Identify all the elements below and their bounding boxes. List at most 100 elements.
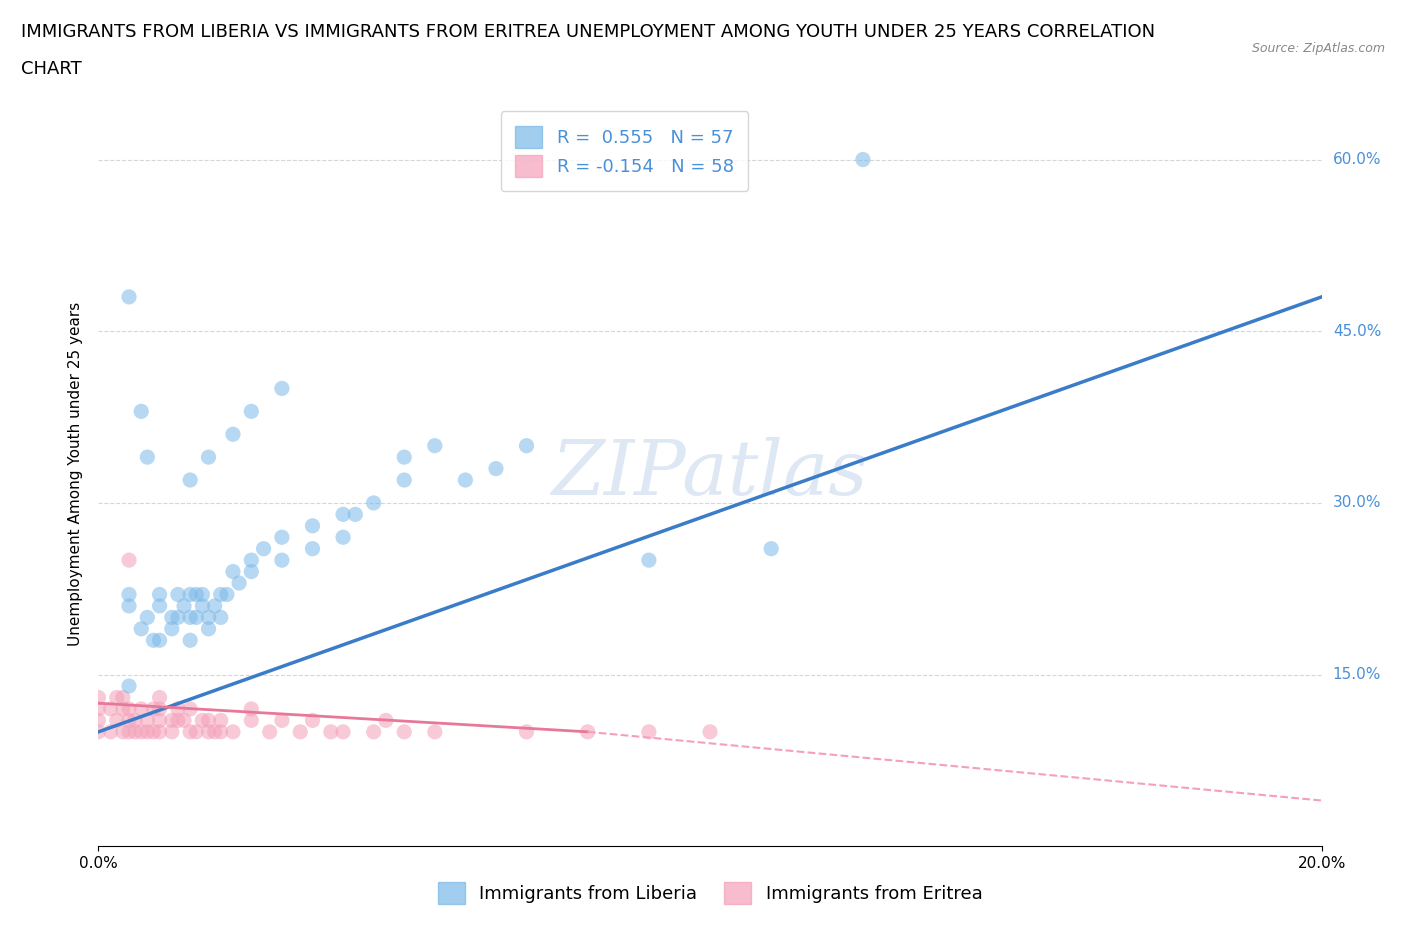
Point	[228, 576, 250, 591]
Point	[852, 153, 875, 167]
Point	[209, 610, 232, 625]
Point	[149, 587, 172, 602]
Y-axis label: Unemployment Among Youth under 25 years: Unemployment Among Youth under 25 years	[67, 302, 83, 646]
Point	[179, 701, 201, 716]
Point	[124, 724, 146, 739]
Point	[270, 713, 292, 728]
Text: Source: ZipAtlas.com: Source: ZipAtlas.com	[1251, 42, 1385, 55]
Point	[301, 541, 323, 556]
Point	[100, 724, 122, 739]
Point	[332, 507, 354, 522]
Text: CHART: CHART	[21, 60, 82, 78]
Point	[759, 541, 782, 556]
Point	[118, 679, 141, 694]
Point	[160, 724, 183, 739]
Point	[136, 610, 159, 625]
Point	[191, 713, 214, 728]
Point	[576, 724, 599, 739]
Point	[301, 713, 323, 728]
Point	[111, 724, 134, 739]
Point	[209, 587, 232, 602]
Point	[240, 565, 263, 579]
Point	[186, 610, 208, 625]
Point	[204, 599, 226, 614]
Point	[392, 450, 416, 465]
Point	[290, 724, 312, 739]
Point	[111, 701, 134, 716]
Point	[209, 713, 232, 728]
Point	[240, 701, 263, 716]
Point	[191, 587, 214, 602]
Point	[136, 724, 159, 739]
Point	[197, 610, 219, 625]
Point	[197, 621, 219, 636]
Text: 60.0%: 60.0%	[1333, 152, 1381, 167]
Point	[124, 713, 146, 728]
Point	[149, 713, 172, 728]
Point	[179, 610, 201, 625]
Point	[118, 724, 141, 739]
Point	[516, 438, 538, 453]
Point	[160, 621, 183, 636]
Point	[142, 701, 165, 716]
Point	[270, 381, 292, 396]
Point	[173, 713, 195, 728]
Point	[392, 724, 416, 739]
Point	[222, 427, 245, 442]
Point	[179, 472, 201, 487]
Point	[149, 724, 172, 739]
Point	[129, 701, 152, 716]
Point	[240, 404, 263, 418]
Point	[160, 610, 183, 625]
Point	[118, 587, 141, 602]
Point	[129, 724, 152, 739]
Point	[87, 701, 110, 716]
Text: ZIPatlas: ZIPatlas	[551, 437, 869, 512]
Point	[142, 632, 165, 647]
Point	[111, 690, 134, 705]
Point	[87, 724, 110, 739]
Point	[699, 724, 721, 739]
Point	[374, 713, 396, 728]
Point	[197, 713, 219, 728]
Point	[118, 289, 141, 304]
Point	[149, 701, 172, 716]
Point	[105, 690, 128, 705]
Point	[149, 690, 172, 705]
Text: IMMIGRANTS FROM LIBERIA VS IMMIGRANTS FROM ERITREA UNEMPLOYMENT AMONG YOUTH UNDE: IMMIGRANTS FROM LIBERIA VS IMMIGRANTS FR…	[21, 23, 1156, 41]
Point	[516, 724, 538, 739]
Point	[149, 599, 172, 614]
Point	[485, 461, 508, 476]
Point	[105, 713, 128, 728]
Point	[186, 724, 208, 739]
Point	[167, 701, 190, 716]
Point	[129, 621, 152, 636]
Point	[270, 552, 292, 567]
Point	[118, 701, 141, 716]
Point	[240, 552, 263, 567]
Point	[160, 713, 183, 728]
Point	[197, 450, 219, 465]
Point	[204, 724, 226, 739]
Point	[423, 438, 446, 453]
Point	[87, 690, 110, 705]
Point	[136, 450, 159, 465]
Point	[363, 496, 385, 511]
Point	[142, 724, 165, 739]
Point	[149, 632, 172, 647]
Point	[332, 530, 354, 545]
Point	[118, 599, 141, 614]
Point	[173, 599, 195, 614]
Point	[136, 713, 159, 728]
Point	[240, 713, 263, 728]
Point	[100, 701, 122, 716]
Point	[186, 587, 208, 602]
Point	[179, 587, 201, 602]
Point	[332, 724, 354, 739]
Point	[222, 724, 245, 739]
Point	[167, 587, 190, 602]
Point	[270, 530, 292, 545]
Point	[209, 724, 232, 739]
Point	[423, 724, 446, 739]
Point	[222, 565, 245, 579]
